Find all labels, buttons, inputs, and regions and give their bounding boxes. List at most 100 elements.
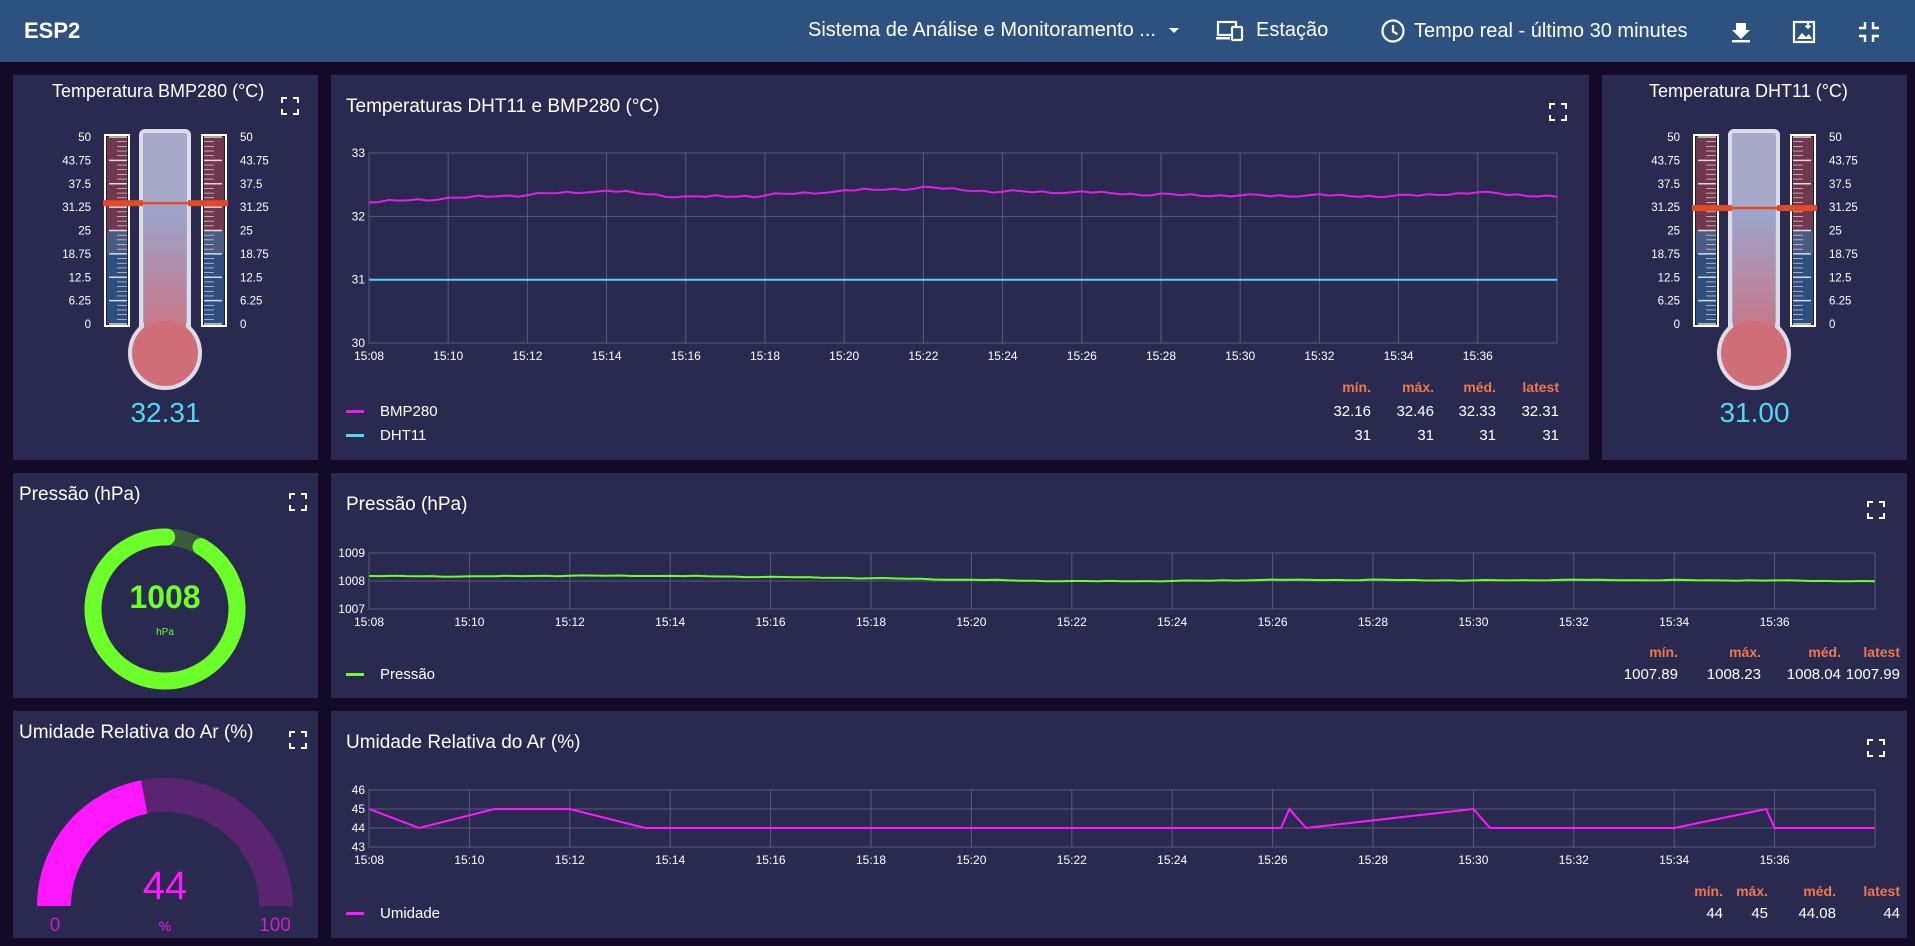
gauge-value-arc	[37, 780, 148, 906]
scale-label-left: 6.25	[69, 296, 91, 308]
legend-swatch-bmp280	[346, 410, 364, 413]
x-tick-label: 15:22	[1057, 615, 1087, 629]
stat-pressao-avg: 1008.04	[1786, 666, 1841, 683]
x-tick-label: 15:16	[671, 349, 701, 363]
station-selector[interactable]: Estação	[1216, 18, 1328, 42]
scale-label-left: 18.75	[1651, 249, 1680, 261]
humidity-chart-title: Umidade Relativa do Ar (%)	[346, 732, 581, 753]
fullscreen-icon[interactable]	[1549, 103, 1567, 121]
pressure-gauge-card: Pressão (hPa) 1008 hPa	[13, 473, 318, 698]
x-tick-label: 15:22	[908, 349, 938, 363]
y-tick-label: 30	[352, 336, 366, 350]
stat-dht-avg: 31	[1479, 427, 1496, 444]
x-tick-label: 15:30	[1225, 349, 1255, 363]
exit-fullscreen-icon[interactable]	[1856, 19, 1882, 45]
x-tick-label: 15:32	[1304, 349, 1334, 363]
scale-label-left: 12.5	[1658, 272, 1680, 284]
temp-chart-title: Temperaturas DHT11 e BMP280 (°C)	[346, 96, 660, 117]
stat-dht-latest: 31	[1542, 427, 1559, 444]
scale-label-left: 43.75	[1651, 155, 1680, 167]
scale-label-right: 31.25	[240, 202, 269, 214]
level-marker-left	[1692, 205, 1732, 212]
donut-value-arc	[84, 528, 246, 690]
stat-umidade-latest: 44	[1883, 905, 1900, 922]
legend-item-pressao[interactable]: Pressão	[346, 666, 435, 683]
x-tick-label: 15:34	[1659, 615, 1689, 629]
x-tick-label: 15:24	[988, 349, 1018, 363]
humidity-arc-gauge: 44 % 0 100	[37, 778, 293, 936]
scale-label-right: 12.5	[240, 272, 262, 284]
x-tick-label: 15:24	[1157, 615, 1187, 629]
legend-swatch-umidade	[346, 912, 364, 915]
fullscreen-icon[interactable]	[289, 731, 307, 749]
stat-umidade-min: 44	[1706, 905, 1723, 922]
temp-bmp-value: 32.31	[130, 397, 201, 428]
pressure-gauge-title: Pressão (hPa)	[19, 484, 141, 505]
stat-header-latest: latest	[1863, 883, 1900, 899]
station-label: Estação	[1256, 18, 1329, 41]
y-tick-label: 1008	[338, 574, 365, 588]
thermometer-dht: 50 50 43.75 43.75 37.5 37.5 31.25 31.25 25 25 18.7…	[1651, 129, 1858, 390]
scale-label-left: 50	[78, 132, 91, 144]
stat-dht-max: 31	[1417, 427, 1434, 444]
legend-label-dht11: DHT11	[380, 427, 427, 444]
y-tick-label: 46	[352, 783, 366, 797]
x-tick-label: 15:32	[1559, 853, 1589, 867]
stat-bmp-max: 32.46	[1396, 403, 1434, 420]
scale-label-left: 50	[1667, 132, 1680, 144]
scale-label-right: 18.75	[240, 249, 269, 261]
legend-item-bmp280[interactable]: BMP280	[346, 403, 438, 420]
export-image-icon[interactable]	[1791, 19, 1817, 45]
fullscreen-icon[interactable]	[1867, 501, 1885, 519]
legend-item-umidade[interactable]: Umidade	[346, 905, 440, 922]
temp-dht-card: Temperatura DHT11 (°C) 50 50 43.75 43.75 37.…	[1602, 75, 1907, 460]
scale-zone-mid	[107, 230, 127, 254]
x-tick-label: 15:16	[756, 615, 786, 629]
x-tick-label: 15:08	[354, 349, 384, 363]
humidity-gauge-value: 44	[143, 864, 188, 908]
stat-header-max: máx.	[1736, 883, 1768, 899]
level-marker-right	[188, 200, 228, 207]
series-line-pressão	[368, 574, 1876, 583]
x-tick-label: 15:18	[856, 615, 886, 629]
series-line-bmp280	[368, 185, 1558, 204]
x-tick-label: 15:28	[1358, 853, 1388, 867]
timewindow-selector[interactable]: Tempo real - último 30 minutes	[1380, 18, 1687, 44]
stat-dht-min: 31	[1354, 427, 1371, 444]
scale-label-left: 0	[1674, 319, 1680, 331]
fullscreen-icon[interactable]	[1867, 739, 1885, 757]
scale-label-left: 25	[78, 226, 91, 238]
x-tick-label: 15:34	[1384, 349, 1414, 363]
stat-header-avg: méd.	[1808, 644, 1841, 660]
x-tick-label: 15:28	[1146, 349, 1176, 363]
x-tick-label: 15:36	[1760, 853, 1790, 867]
scale-label-left: 0	[85, 319, 91, 331]
x-tick-label: 15:14	[592, 349, 622, 363]
y-tick-label: 1009	[338, 546, 365, 560]
scale-label-left: 6.25	[1658, 296, 1680, 308]
humidity-line-chart: 43 44 45 46 15:08 15:10 15:12 15:14 15:16 15:18 15…	[352, 783, 1876, 867]
stat-header-min: mín.	[1649, 644, 1678, 660]
fullscreen-icon[interactable]	[289, 493, 307, 511]
pressure-chart-card: Pressão (hPa) 1007 1008 1009 15:08 15:10 15:1…	[331, 473, 1907, 698]
fullscreen-icon[interactable]	[281, 97, 299, 115]
x-tick-label: 15:30	[1458, 615, 1488, 629]
legend-item-dht11[interactable]: DHT11	[346, 427, 426, 444]
plot-frame	[368, 152, 1558, 344]
download-icon[interactable]	[1728, 19, 1754, 45]
x-tick-label: 15:18	[856, 853, 886, 867]
y-tick-label: 44	[352, 821, 366, 835]
dashboard-selector[interactable]: Sistema de Análise e Monitoramento ...	[808, 18, 1186, 42]
scale-label-right: 6.25	[240, 296, 262, 308]
x-tick-label: 15:26	[1258, 615, 1288, 629]
x-tick-label: 15:12	[555, 615, 585, 629]
scale-label-left: 43.75	[62, 155, 91, 167]
thermo-bulb-fill	[133, 321, 197, 385]
x-tick-label: 15:10	[433, 349, 463, 363]
x-tick-label: 15:08	[354, 615, 384, 629]
stat-header-max: máx.	[1729, 644, 1761, 660]
scale-label-right: 0	[1829, 319, 1835, 331]
scale-zone-cold	[204, 253, 224, 324]
x-tick-label: 15:20	[956, 853, 986, 867]
x-tick-label: 15:26	[1067, 349, 1097, 363]
